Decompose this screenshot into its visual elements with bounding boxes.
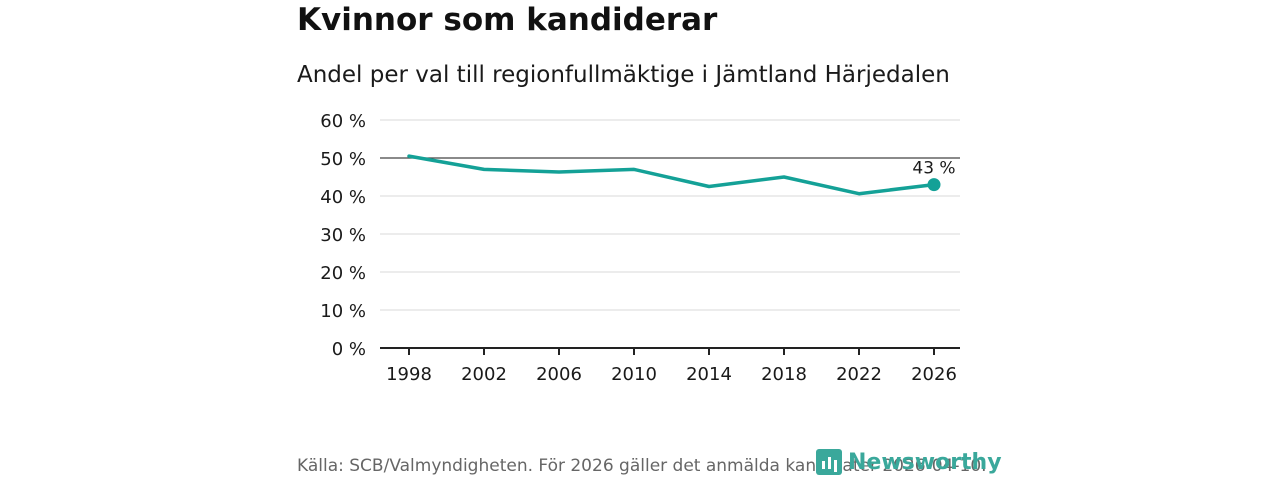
end-point-marker [927, 178, 941, 192]
newsworthy-logo-icon [816, 449, 842, 475]
x-tick-label: 2022 [836, 364, 882, 385]
data-label-2026: 43 % [912, 159, 955, 179]
chart-subtitle: Andel per val till regionfullmäktige i J… [297, 62, 950, 88]
y-tick-label: 60 % [320, 111, 366, 132]
x-tick-label: 2006 [536, 364, 582, 385]
x-tick-label: 2010 [611, 364, 657, 385]
chart-title: Kvinnor som kandiderar [297, 2, 718, 38]
y-tick-label: 40 % [320, 187, 366, 208]
x-tick-label: 2018 [761, 364, 807, 385]
y-tick-label: 0 % [332, 339, 366, 360]
x-tick-label: 2026 [911, 364, 957, 385]
newsworthy-logo[interactable]: Newsworthy [816, 447, 1002, 477]
y-tick-label: 30 % [320, 225, 366, 246]
y-tick-label: 20 % [320, 263, 366, 284]
x-tick-label: 2014 [686, 364, 732, 385]
y-tick-label: 10 % [320, 301, 366, 322]
x-tick-label: 2002 [461, 364, 507, 385]
newsworthy-logo-text: Newsworthy [848, 449, 1002, 475]
source-footer: Källa: SCB/Valmyndigheten. För 2026 gäll… [297, 456, 987, 476]
y-tick-label: 50 % [320, 149, 366, 170]
line-chart: 0 % 10 % 20 % 30 % 40 % 50 % 60 % 1998 2002 2006 2… [320, 111, 960, 385]
x-tick-label: 1998 [386, 364, 432, 385]
series-line [407, 154, 936, 196]
